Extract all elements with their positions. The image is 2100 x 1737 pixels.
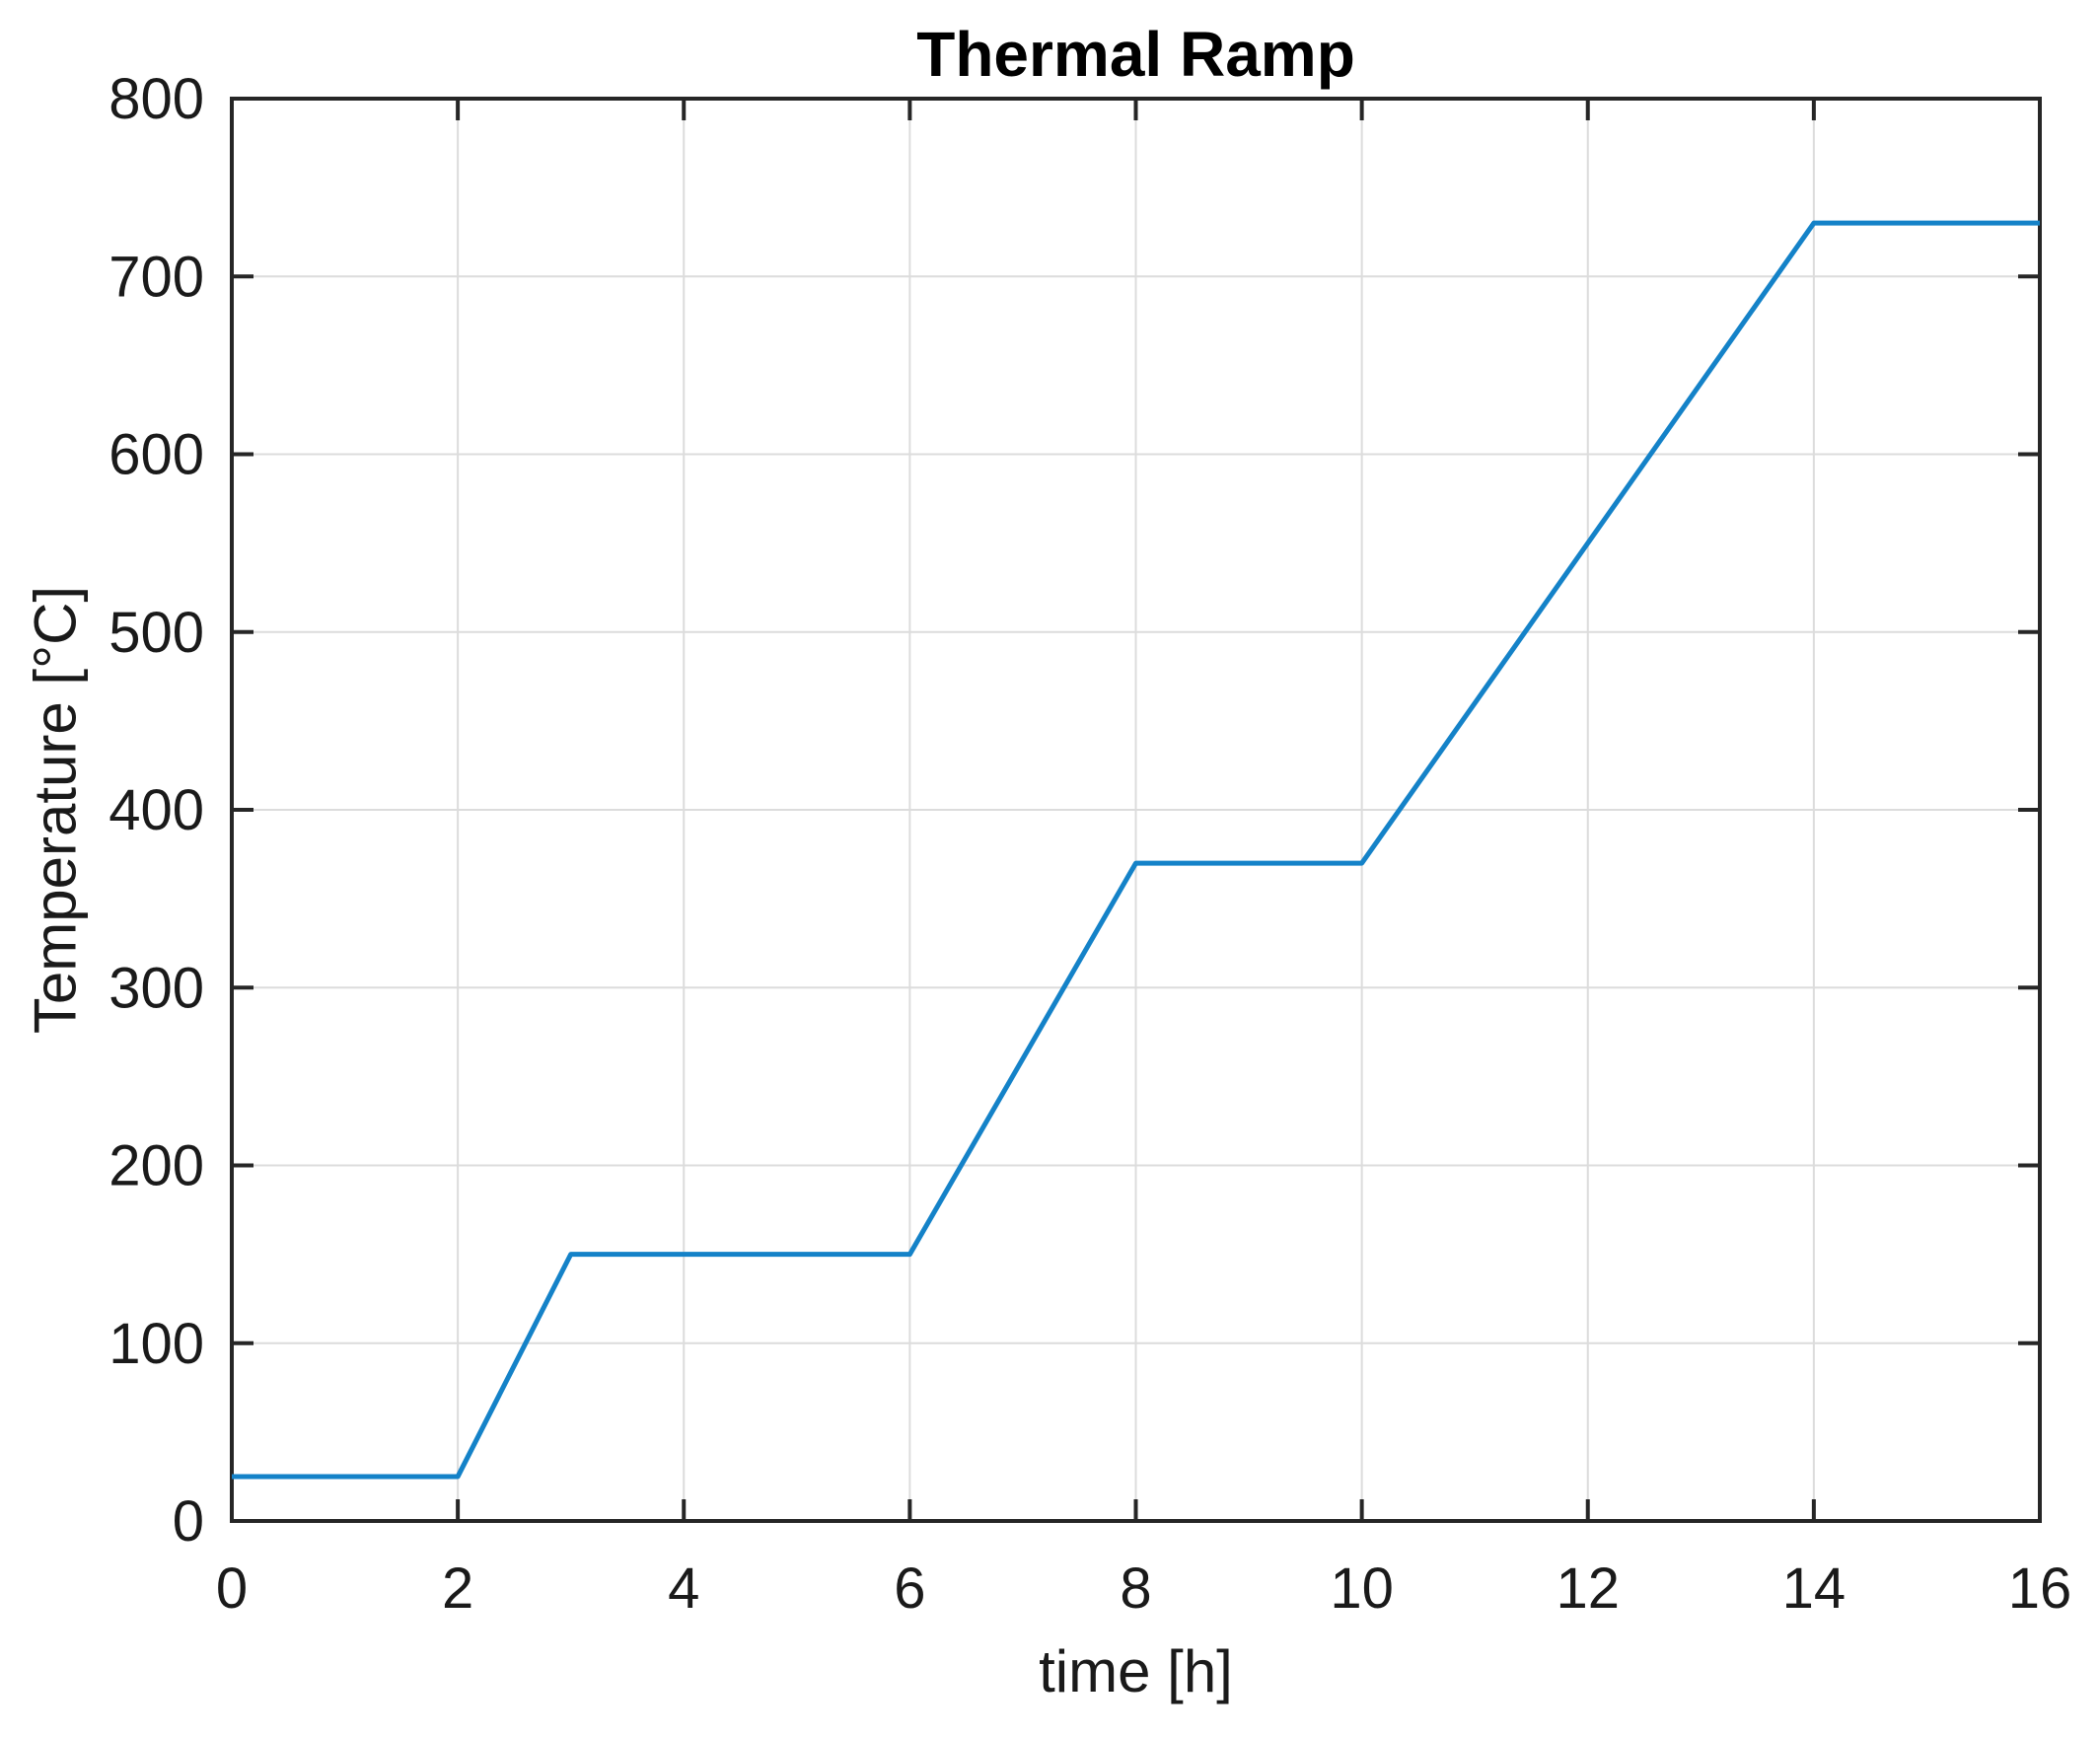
y-tick-label: 300 [109,956,204,1020]
x-tick-label: 16 [2008,1556,2072,1621]
x-tick-label: 10 [1330,1556,1394,1621]
y-tick-label: 100 [109,1312,204,1376]
temperature-ramp-line [232,220,2040,1480]
y-tick-label: 700 [109,245,204,309]
y-tick-label: 500 [109,601,204,665]
y-tick-label: 800 [109,67,204,131]
y-tick-label: 200 [109,1134,204,1198]
y-tick-label: 400 [109,778,204,842]
x-tick-label: 14 [1782,1556,1847,1621]
x-tick-label: 0 [216,1556,248,1621]
x-axis-label: time [h] [1039,1638,1233,1704]
x-tick-label: 6 [894,1556,925,1621]
x-tick-label: 2 [442,1556,473,1621]
x-tick-label: 8 [1120,1556,1151,1621]
x-tick-label: 4 [668,1556,699,1621]
chart-title: Thermal Ramp [916,19,1355,90]
y-tick-label: 0 [173,1489,204,1554]
y-tick-label: 600 [109,423,204,487]
x-tick-label: 12 [1556,1556,1620,1621]
